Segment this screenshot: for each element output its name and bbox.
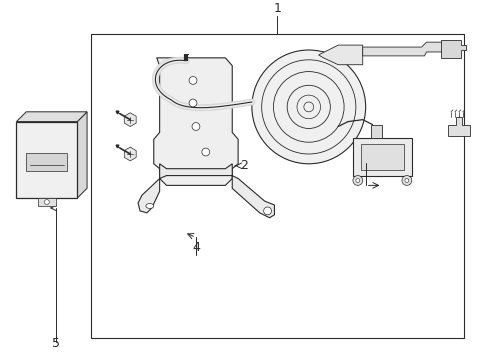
Circle shape [45, 199, 49, 204]
Circle shape [252, 50, 366, 164]
Polygon shape [17, 122, 77, 198]
Circle shape [405, 179, 409, 183]
Bar [361, 144, 404, 170]
Polygon shape [124, 147, 136, 161]
Circle shape [353, 176, 363, 185]
Polygon shape [77, 112, 87, 198]
Text: 2: 2 [240, 159, 248, 172]
Circle shape [264, 207, 271, 215]
Polygon shape [17, 112, 87, 122]
Bar [91, 34, 464, 338]
Polygon shape [38, 198, 56, 206]
Circle shape [202, 148, 210, 156]
Circle shape [189, 99, 197, 107]
Text: 3: 3 [362, 149, 369, 162]
Polygon shape [353, 138, 412, 176]
Polygon shape [318, 45, 363, 65]
Circle shape [356, 179, 360, 183]
Circle shape [192, 123, 200, 130]
Polygon shape [138, 164, 274, 218]
Polygon shape [26, 153, 68, 171]
Polygon shape [363, 42, 446, 56]
Text: 4: 4 [192, 241, 200, 254]
Circle shape [189, 76, 197, 84]
Text: 1: 1 [273, 2, 281, 15]
Polygon shape [370, 125, 382, 138]
Ellipse shape [146, 203, 154, 208]
Circle shape [402, 176, 412, 185]
Text: 5: 5 [51, 337, 60, 350]
Polygon shape [441, 40, 465, 58]
Polygon shape [448, 117, 469, 136]
Polygon shape [124, 113, 136, 126]
Polygon shape [154, 58, 238, 185]
